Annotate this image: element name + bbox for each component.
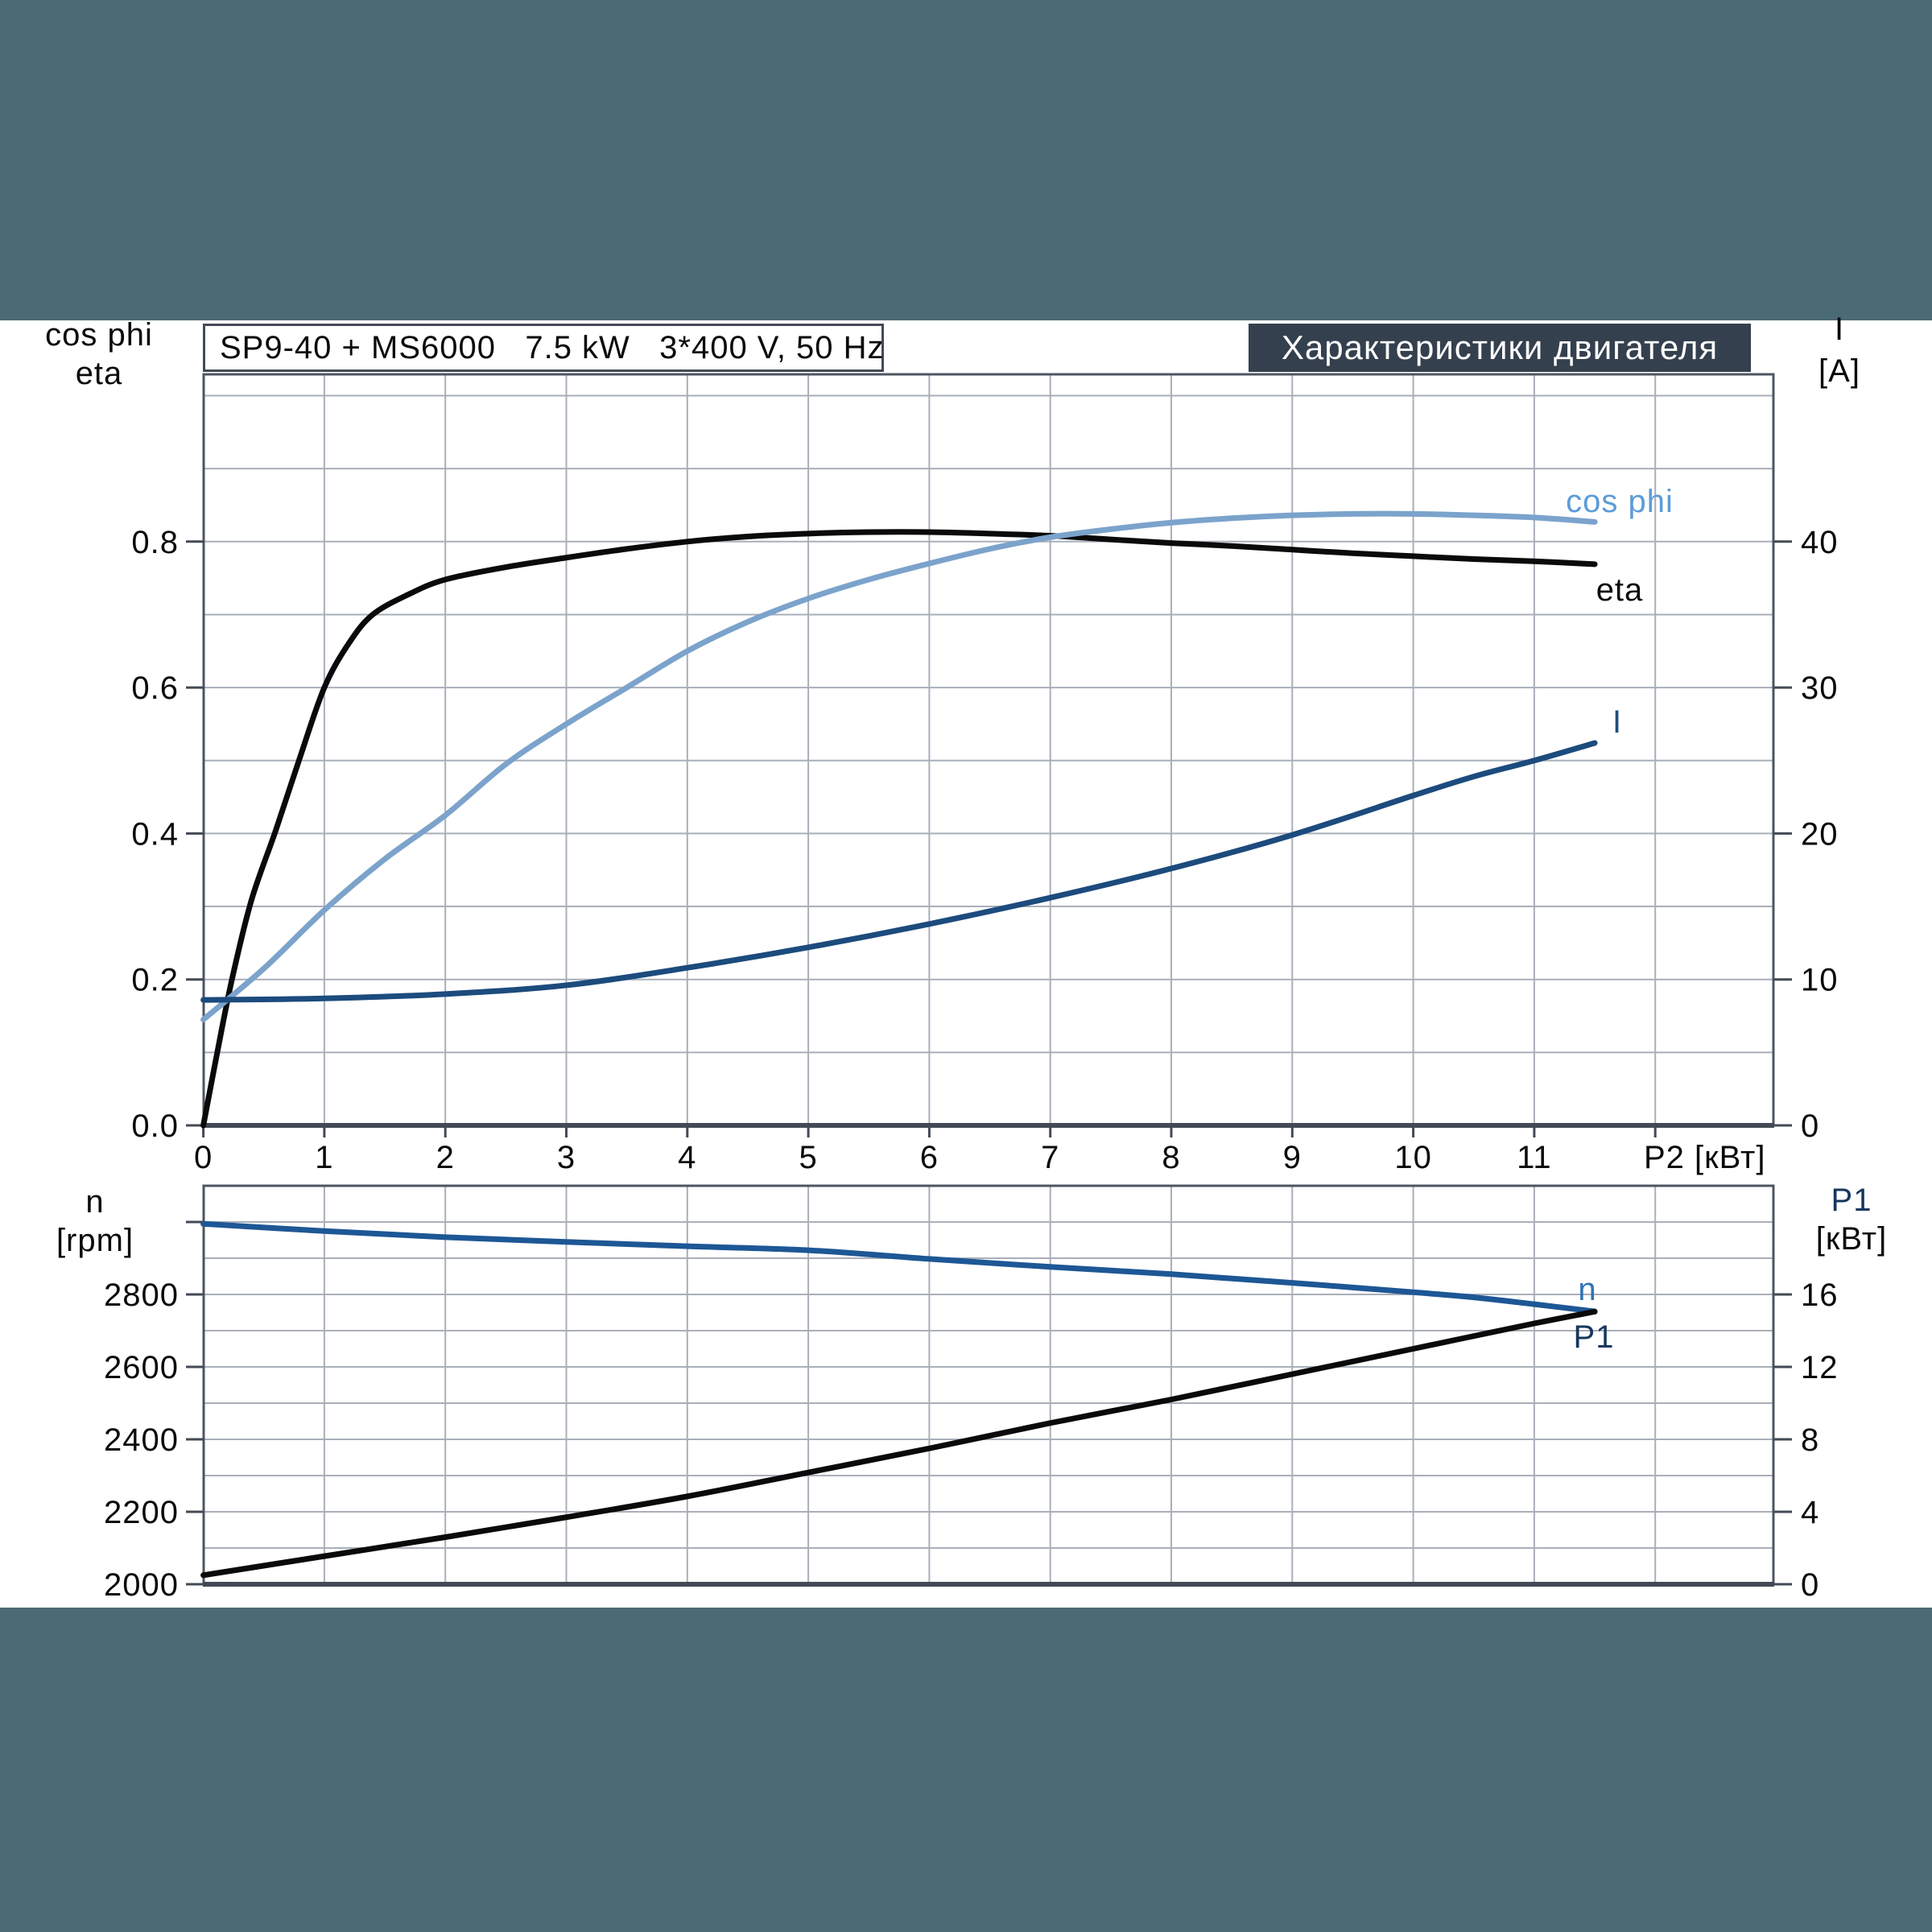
top-right-axis-title-current: I — [1834, 312, 1845, 347]
left-tick-label: 0.0 — [131, 1108, 179, 1144]
left-tick-label: 0.8 — [131, 525, 179, 560]
curve-label-p1: P1 — [1573, 1319, 1615, 1355]
x-tick-label: 1 — [315, 1140, 333, 1175]
left-tick-label: 2800 — [104, 1278, 179, 1313]
left-tick-label: 2000 — [104, 1567, 179, 1603]
top-left-axis-title-cos-phi: cos phi — [45, 317, 153, 353]
right-tick-label: 10 — [1801, 963, 1839, 998]
plot-border — [202, 1184, 1775, 1586]
header-banner: Характеристики двигателя — [1249, 324, 1751, 372]
curve-label-cos-phi: cos phi — [1566, 484, 1674, 519]
x-axis-label: P2 [кВт] — [1644, 1140, 1765, 1175]
bottom-left-axis-title-speed: n — [85, 1184, 105, 1220]
curve-cos-phi — [200, 510, 1598, 1023]
x-tick-label: 3 — [557, 1140, 576, 1175]
left-tick-label: 0.2 — [131, 963, 179, 998]
x-tick-label: 4 — [678, 1140, 696, 1175]
right-tick-label: 30 — [1801, 671, 1839, 706]
top-left-axis-title-eta: eta — [75, 356, 123, 391]
x-tick-label: 10 — [1394, 1140, 1432, 1175]
left-tick-label: 0.6 — [131, 671, 179, 706]
x-tick-label: 11 — [1517, 1140, 1552, 1175]
bottom-right-axis-title-p1: P1 — [1831, 1183, 1872, 1218]
right-tick-label: 40 — [1801, 525, 1839, 560]
right-tick-label: 0 — [1801, 1108, 1819, 1144]
curve-p1 — [200, 1308, 1598, 1579]
x-tick-label: 6 — [920, 1140, 939, 1175]
curve-n — [200, 1220, 1598, 1315]
x-tick-label: 5 — [799, 1140, 817, 1175]
left-tick-label: 2200 — [104, 1495, 179, 1530]
right-tick-label: 12 — [1801, 1350, 1839, 1385]
x-tick-label: 0 — [194, 1140, 213, 1175]
left-tick-label: 2400 — [104, 1422, 179, 1458]
right-tick-label: 16 — [1801, 1278, 1839, 1313]
x-tick-label: 9 — [1283, 1140, 1302, 1175]
chart-title-box: SP9-40 + MS6000 7.5 kW 3*400 V, 50 Hz — [203, 324, 884, 372]
plot-border — [202, 373, 1775, 1127]
bottom-left-axis-unit-rpm: [rpm] — [56, 1223, 134, 1258]
curve-label-current: I — [1612, 704, 1623, 740]
right-tick-label: 20 — [1801, 816, 1839, 852]
curve-label-speed: n — [1578, 1272, 1597, 1307]
top-right-axis-unit-amps: [A] — [1818, 353, 1860, 389]
x-tick-label: 2 — [436, 1140, 455, 1175]
right-tick-label: 8 — [1801, 1422, 1819, 1458]
left-tick-label: 0.4 — [131, 816, 179, 852]
right-tick-label: 4 — [1801, 1495, 1819, 1530]
curve-eta — [200, 529, 1598, 1129]
curve-label-eta: eta — [1596, 572, 1644, 608]
right-tick-label: 0 — [1801, 1567, 1819, 1603]
left-tick-label: 2600 — [104, 1350, 179, 1385]
x-tick-label: 8 — [1162, 1140, 1180, 1175]
x-tick-label: 7 — [1041, 1140, 1059, 1175]
bottom-right-axis-unit-kw: [кВт] — [1815, 1221, 1888, 1257]
curve-i — [200, 740, 1598, 1003]
